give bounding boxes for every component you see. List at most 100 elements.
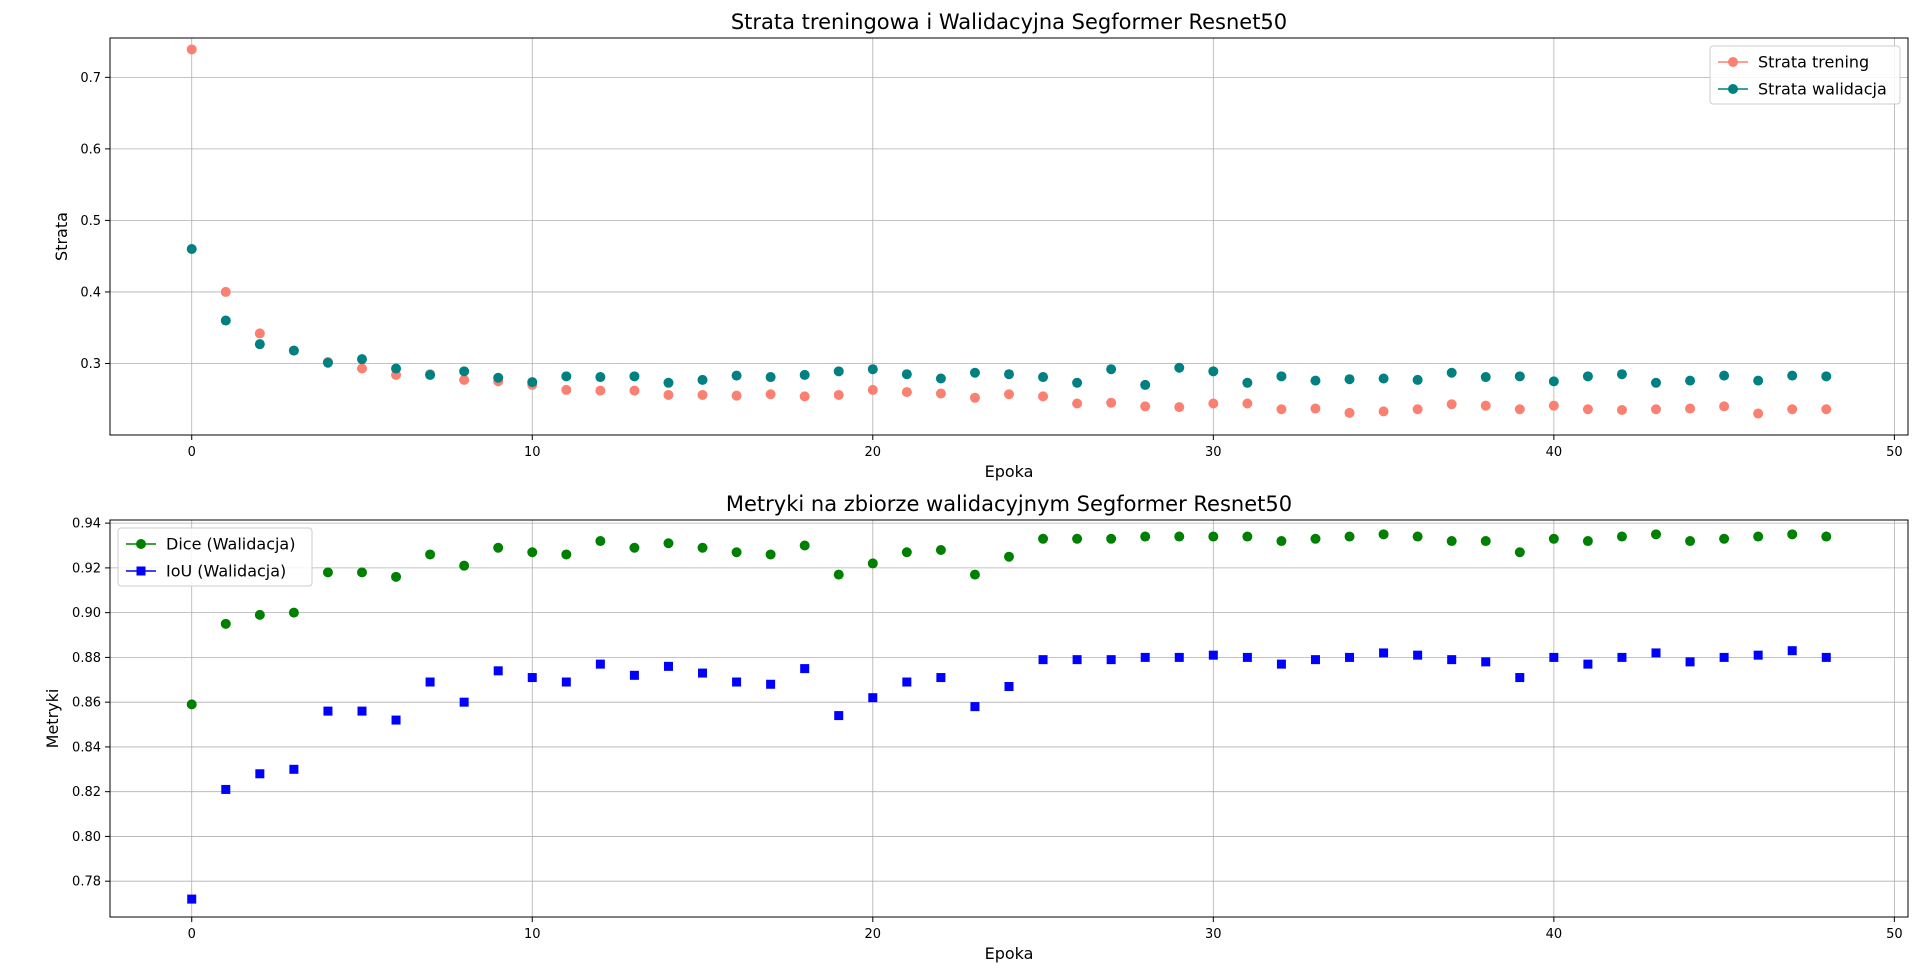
data-point [1412, 404, 1423, 415]
data-point [1140, 401, 1151, 412]
x-tick-label: 20 [865, 445, 882, 460]
y-axis-title: Strata [52, 212, 71, 261]
data-point [1651, 648, 1661, 658]
data-point [1379, 648, 1389, 658]
chart-title: Strata treningowa i Walidacyjna Segforme… [731, 10, 1287, 34]
data-point [493, 372, 504, 383]
x-tick-label: 40 [1546, 445, 1563, 460]
data-point [1719, 401, 1730, 412]
data-point [936, 673, 946, 683]
plot-frame [109, 519, 1909, 918]
data-point [799, 391, 810, 402]
data-point [629, 670, 639, 680]
data-point [561, 384, 572, 395]
data-point [1582, 371, 1593, 382]
data-point [833, 569, 844, 580]
data-point [391, 571, 402, 582]
data-point [425, 549, 436, 560]
data-point [833, 366, 844, 377]
data-point [1412, 374, 1423, 385]
data-point [595, 372, 606, 383]
y-tick-label: 0.6 [80, 142, 101, 157]
data-point [459, 374, 470, 385]
data-point [1208, 366, 1219, 377]
data-point [1038, 391, 1049, 402]
data-point [561, 371, 572, 382]
legend-label: Strata trening [1758, 53, 1869, 72]
y-tick-label: 0.94 [72, 517, 101, 532]
data-point [970, 702, 980, 712]
data-point [697, 389, 708, 400]
data-point [1617, 652, 1627, 662]
data-point [1685, 403, 1696, 414]
data-point [1310, 375, 1321, 386]
data-point [1821, 404, 1832, 415]
data-point [1344, 407, 1355, 418]
y-tick-label: 0.4 [80, 285, 101, 300]
data-point [1514, 547, 1525, 558]
data-point [1208, 398, 1219, 409]
x-tick-label: 20 [865, 927, 882, 942]
data-point [902, 677, 912, 687]
x-axis-title: Epoka [985, 944, 1034, 963]
data-point [867, 364, 878, 375]
data-point [493, 666, 503, 676]
data-point [1072, 655, 1082, 665]
y-axis-title: Metryki [43, 689, 62, 749]
legend-item: Strata walidacja [1718, 80, 1887, 99]
data-point [732, 677, 742, 687]
data-point [425, 369, 436, 380]
data-point [1242, 398, 1253, 409]
data-point [322, 567, 333, 578]
data-point [186, 44, 197, 55]
plot-frame [109, 37, 1909, 436]
data-point [1719, 533, 1730, 544]
data-point [1447, 655, 1457, 665]
data-point [1787, 646, 1797, 656]
data-point [289, 764, 299, 774]
data-point [800, 664, 810, 674]
data-point [1616, 531, 1627, 542]
series-2 [187, 646, 1831, 904]
data-point [935, 373, 946, 384]
data-point [1106, 655, 1116, 665]
data-point [1413, 650, 1423, 660]
data-point [731, 390, 742, 401]
data-point [1174, 362, 1185, 373]
data-point [356, 567, 367, 578]
data-point [1515, 673, 1525, 683]
data-point [1106, 397, 1117, 408]
data-point [288, 345, 299, 356]
data-point [288, 607, 299, 618]
data-point [1242, 377, 1253, 388]
data-point [323, 706, 333, 716]
data-point [1616, 369, 1627, 380]
data-point [697, 374, 708, 385]
y-tick-label: 0.7 [80, 71, 101, 86]
series-1 [186, 44, 1832, 419]
data-point [459, 560, 470, 571]
data-point [1310, 533, 1321, 544]
data-point [1344, 531, 1355, 542]
data-point [1753, 650, 1763, 660]
legend-item: Dice (Walidacja) [126, 535, 295, 554]
data-point [1004, 389, 1014, 400]
data-point [1821, 652, 1831, 662]
data-point [1787, 529, 1798, 540]
data-point [901, 547, 912, 558]
data-point [1753, 531, 1764, 542]
data-point [1481, 657, 1491, 667]
legend-frame [117, 527, 313, 587]
data-point [765, 389, 776, 400]
data-point [833, 389, 844, 400]
data-point [1276, 371, 1287, 382]
data-point [1480, 536, 1491, 547]
data-point [1242, 531, 1253, 542]
data-point [1038, 655, 1048, 665]
data-point [867, 384, 878, 395]
data-point [1719, 652, 1729, 662]
data-point [187, 894, 197, 904]
legend-item: IoU (Walidacja) [126, 562, 286, 581]
legend-label: Strata walidacja [1758, 80, 1887, 99]
